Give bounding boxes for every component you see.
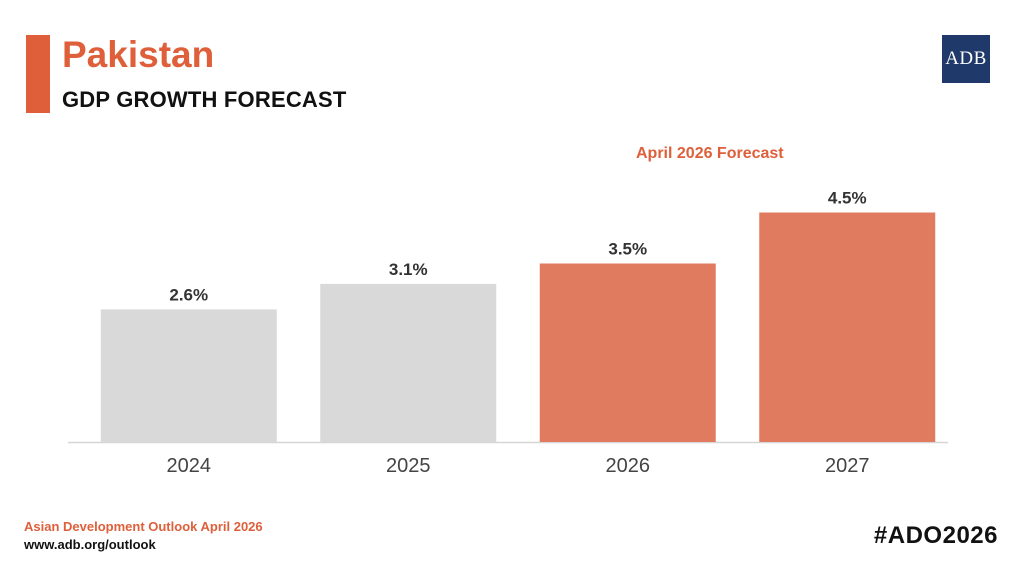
footer-url[interactable]: www.adb.org/outlook xyxy=(24,537,156,552)
x-tick-label-2027: 2027 xyxy=(825,455,870,477)
x-tick-label-2026: 2026 xyxy=(606,455,651,477)
bar-2024 xyxy=(100,309,277,442)
data-label-2025: 3.1% xyxy=(389,260,428,279)
title-accent-bar xyxy=(26,35,50,113)
x-tick-label-2025: 2025 xyxy=(386,455,431,477)
data-label-2027: 4.5% xyxy=(828,189,867,208)
data-label-2026: 3.5% xyxy=(608,240,647,259)
bar-2027 xyxy=(759,212,936,442)
footer-source: Asian Development Outlook April 2026 xyxy=(24,519,263,534)
data-label-2024: 2.6% xyxy=(169,285,208,304)
x-tick-label-2024: 2024 xyxy=(167,455,212,477)
page-subtitle: GDP GROWTH FORECAST xyxy=(62,87,347,112)
bar-2026 xyxy=(539,263,716,442)
bar-2025 xyxy=(320,283,497,442)
adb-logo: ADB xyxy=(942,35,990,83)
footer-hashtag: #ADO2026 xyxy=(873,522,998,549)
forecast-annotation: April 2026 Forecast xyxy=(636,145,784,162)
page-title: Pakistan xyxy=(62,34,215,75)
